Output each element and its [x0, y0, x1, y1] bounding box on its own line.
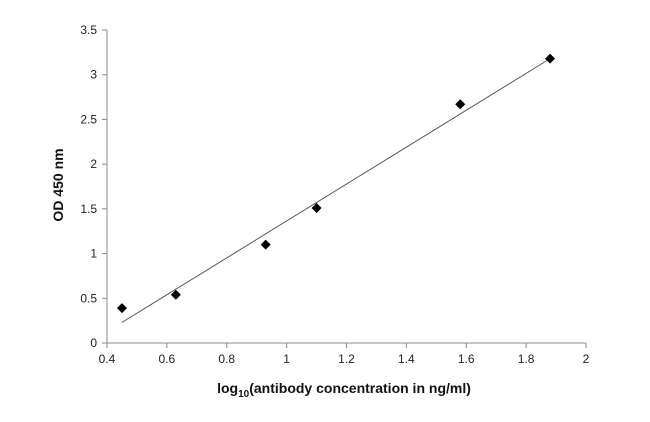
- y-tick-label: 1.5: [80, 202, 97, 216]
- x-axis-title-rest: (antibody concentration in ng/ml): [249, 380, 471, 396]
- data-point-diamond: [455, 99, 466, 110]
- data-points: [116, 53, 556, 314]
- x-axis-ticks: 0.4 0.6 0.8 1 1.2 1.4 1.6 1.8 2: [99, 343, 590, 366]
- y-tick-label: 2.5: [80, 112, 97, 126]
- y-tick-label: 2: [90, 157, 97, 171]
- x-tick-label: 2: [583, 352, 590, 366]
- x-tick-label: 1.4: [398, 352, 415, 366]
- y-axis-title: OD 450 nm: [50, 148, 66, 221]
- y-tick-label: 0.5: [80, 291, 97, 305]
- x-tick-label: 0.8: [218, 352, 235, 366]
- x-tick-label: 1.2: [338, 352, 355, 366]
- x-axis-title: log10(antibody concentration in ng/ml): [217, 380, 471, 400]
- y-tick-label: 3: [90, 68, 97, 82]
- linear-trendline: [121, 58, 551, 323]
- data-point-diamond: [170, 289, 181, 300]
- y-tick-label: 0: [90, 336, 97, 350]
- data-point-diamond: [116, 303, 127, 314]
- x-axis-title-log: log: [217, 380, 238, 396]
- plot-area: 0 0.5 1 1.5 2 2.5 3 3.5 0.4 0.6 0.8 1 1.2 1.4 1.6 1.8 2: [80, 23, 589, 366]
- x-tick-label: 1.6: [458, 352, 475, 366]
- y-tick-label: 3.5: [80, 23, 97, 37]
- y-tick-label: 1: [90, 247, 97, 261]
- x-tick-label: 0.4: [99, 352, 116, 366]
- data-point-diamond: [260, 239, 271, 250]
- data-point-diamond: [545, 53, 556, 64]
- x-tick-label: 0.6: [159, 352, 176, 366]
- x-axis-title-subscript: 10: [238, 389, 250, 400]
- y-axis-ticks: 0 0.5 1 1.5 2 2.5 3 3.5: [80, 23, 107, 350]
- x-tick-label: 1.8: [518, 352, 535, 366]
- x-tick-label: 1: [283, 352, 290, 366]
- data-point-diamond: [311, 202, 322, 213]
